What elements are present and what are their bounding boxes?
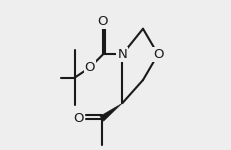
Polygon shape — [100, 103, 122, 121]
Text: N: N — [118, 48, 127, 61]
Text: O: O — [98, 15, 108, 28]
Text: O: O — [74, 112, 84, 125]
Text: O: O — [85, 61, 95, 74]
Text: O: O — [153, 48, 163, 61]
